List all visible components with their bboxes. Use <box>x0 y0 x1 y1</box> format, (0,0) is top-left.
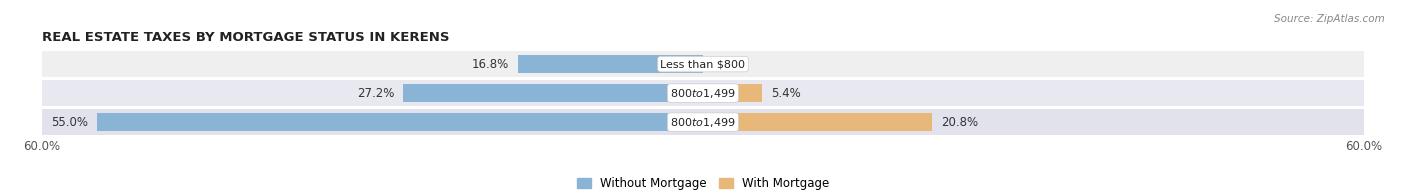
Text: 55.0%: 55.0% <box>52 116 89 129</box>
Bar <box>703 84 762 102</box>
Text: REAL ESTATE TAXES BY MORTGAGE STATUS IN KERENS: REAL ESTATE TAXES BY MORTGAGE STATUS IN … <box>42 31 450 44</box>
Bar <box>97 113 703 131</box>
Bar <box>42 109 1364 135</box>
Text: Source: ZipAtlas.com: Source: ZipAtlas.com <box>1274 14 1385 24</box>
Text: Less than $800: Less than $800 <box>661 59 745 69</box>
Text: 0.0%: 0.0% <box>711 58 741 71</box>
Text: 16.8%: 16.8% <box>472 58 509 71</box>
Bar <box>42 80 1364 106</box>
Text: $800 to $1,499: $800 to $1,499 <box>671 87 735 100</box>
Text: $800 to $1,499: $800 to $1,499 <box>671 116 735 129</box>
Text: 20.8%: 20.8% <box>941 116 979 129</box>
Legend: Without Mortgage, With Mortgage: Without Mortgage, With Mortgage <box>572 172 834 195</box>
Bar <box>42 51 1364 77</box>
Bar <box>703 113 932 131</box>
Bar <box>404 84 703 102</box>
Text: 27.2%: 27.2% <box>357 87 395 100</box>
Text: 5.4%: 5.4% <box>772 87 801 100</box>
Bar <box>517 55 703 73</box>
